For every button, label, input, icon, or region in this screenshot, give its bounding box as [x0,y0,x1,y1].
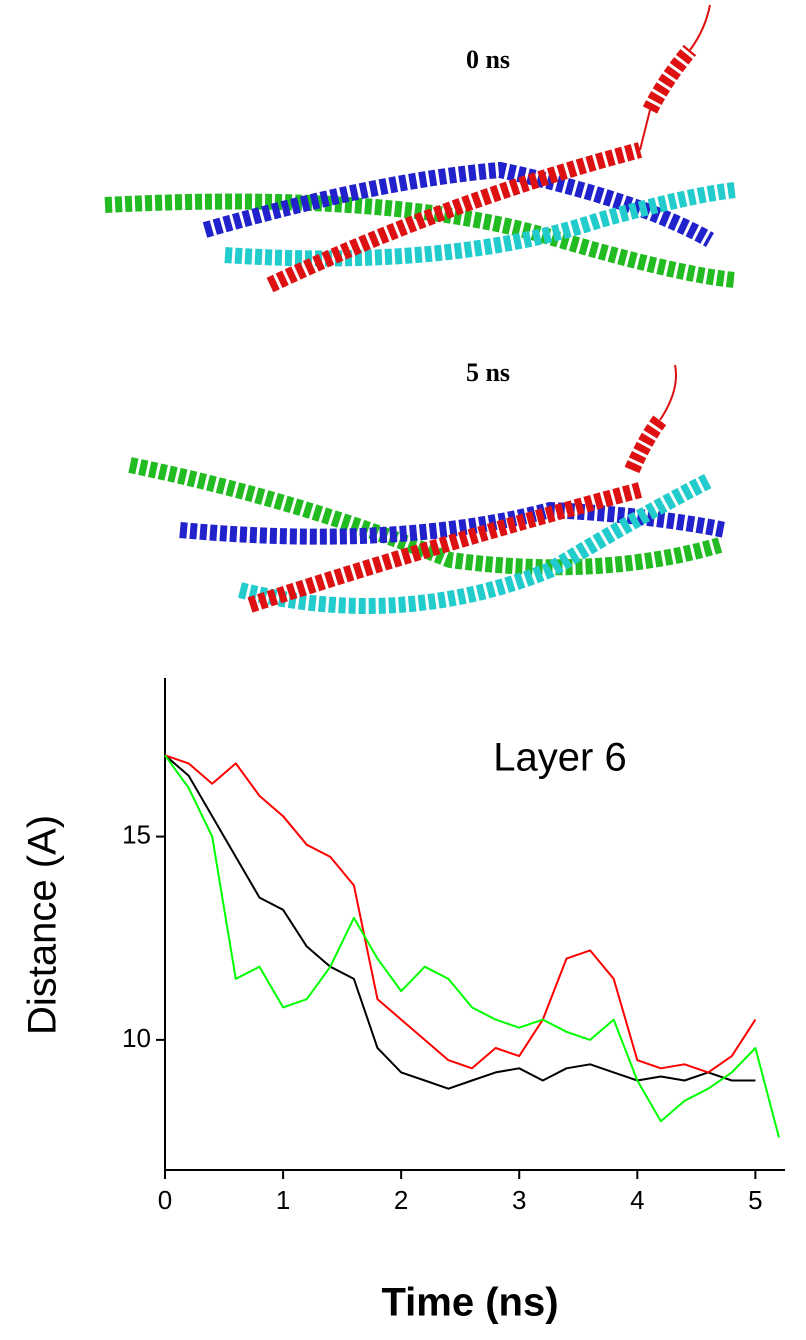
helix [247,482,643,613]
y-tick-label: 15 [122,819,151,849]
y-tick-label: 10 [122,1023,151,1053]
helix [642,44,697,114]
x-axis-title: Time (ns) [381,1281,558,1325]
series-line [164,754,780,1138]
structure-0ns: 0 ns [104,4,736,293]
x-tick-label: 4 [630,1185,644,1215]
helix [224,182,736,267]
panel-label: 0 ns [466,45,510,74]
helix [104,193,736,288]
x-tick-label: 3 [512,1185,526,1215]
helix [266,142,643,293]
panel-label: 5 ns [466,358,510,387]
loop [639,4,711,151]
y-axis-title: Distance (A) [21,815,65,1035]
x-tick-label: 2 [394,1185,408,1215]
annotation: Layer 6 [493,736,626,780]
helix [128,457,723,576]
x-tick-label: 0 [158,1185,172,1215]
x-tick-label: 1 [276,1185,290,1215]
helix [238,472,714,614]
x-tick-label: 5 [748,1185,762,1215]
series-line [164,754,756,1090]
loop [659,364,677,421]
structure-5ns: 5 ns [128,358,727,614]
helix [624,415,667,474]
series-line [164,754,757,1074]
